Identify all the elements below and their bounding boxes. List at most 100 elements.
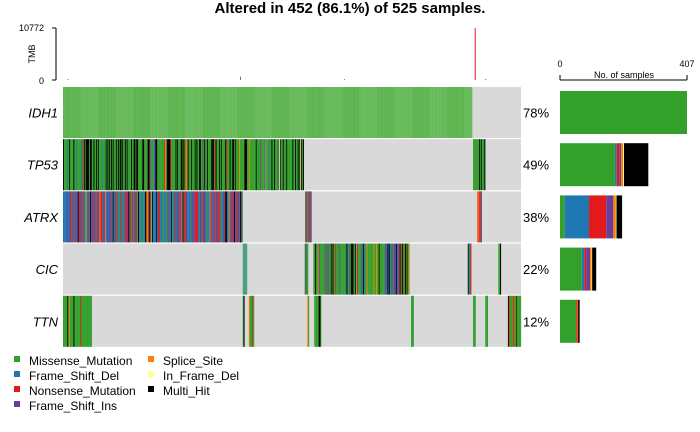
cell-idh1	[198, 87, 200, 138]
cell-idh1	[278, 87, 280, 138]
cell-idh1	[165, 87, 167, 138]
bar-segment-tp53	[614, 143, 617, 187]
cell-ttn	[74, 295, 76, 347]
cell-idh1	[247, 87, 249, 138]
cell-tp53	[117, 139, 119, 191]
cell-idh1	[109, 87, 111, 138]
cell-tp53	[302, 139, 304, 191]
cell-tp53	[151, 139, 153, 191]
cell-cic	[316, 243, 318, 295]
cell-idh1	[97, 87, 99, 138]
cell-idh1	[283, 87, 285, 138]
cell-idh1	[108, 87, 110, 138]
cell-atrx	[309, 191, 311, 243]
cell-cic	[393, 243, 395, 295]
cell-tp53	[237, 139, 239, 191]
cell-idh1	[250, 87, 252, 138]
cell-idh1	[458, 87, 460, 138]
cell-idh1	[118, 87, 120, 138]
cell-ttn	[86, 295, 88, 347]
cell-tp53	[473, 139, 475, 191]
cell-idh1	[380, 87, 382, 138]
bar-segment-atrx	[613, 195, 616, 239]
cell-idh1	[231, 87, 233, 138]
cell-tp53	[476, 139, 478, 191]
cell-idh1	[192, 87, 194, 138]
cell-tp53	[188, 139, 190, 191]
cell-tp53	[194, 139, 196, 191]
cell-idh1	[326, 87, 328, 138]
cell-atrx	[308, 191, 310, 243]
cell-cic	[329, 243, 331, 295]
bar-segment-ttn	[560, 299, 577, 343]
cell-idh1	[192, 87, 195, 138]
cell-tp53	[83, 139, 85, 191]
cell-idh1	[102, 87, 104, 138]
cell-atrx	[75, 191, 77, 243]
cell-tp53	[88, 139, 90, 191]
cell-idh1	[75, 87, 77, 138]
cell-tp53	[256, 139, 258, 191]
cell-idh1	[193, 87, 195, 138]
legend-swatch	[14, 371, 20, 377]
bar-segment-tp53	[623, 143, 624, 187]
gene-label: TP53	[27, 158, 59, 173]
cell-idh1	[305, 87, 307, 138]
cell-idh1	[270, 87, 272, 138]
cell-idh1	[88, 87, 90, 138]
cell-idh1	[334, 87, 336, 138]
cell-idh1	[172, 87, 174, 138]
cell-idh1	[116, 87, 118, 138]
cell-idh1	[150, 87, 152, 138]
cell-atrx	[83, 191, 85, 243]
cell-tp53	[205, 139, 207, 191]
cell-idh1	[172, 87, 174, 138]
cell-tp53	[76, 139, 78, 191]
cell-atrx	[84, 191, 86, 243]
cell-ttn	[319, 295, 321, 347]
cell-idh1	[438, 87, 440, 138]
cell-idh1	[330, 87, 332, 138]
cell-atrx	[170, 191, 172, 243]
cell-cic	[246, 243, 248, 295]
cell-atrx	[186, 191, 188, 243]
cell-idh1	[456, 87, 458, 138]
cell-idh1	[280, 87, 282, 138]
cell-atrx	[310, 191, 312, 243]
cell-idh1	[311, 87, 313, 138]
cell-ttn	[512, 295, 514, 347]
cell-idh1	[446, 87, 448, 138]
cell-idh1	[141, 87, 143, 138]
cell-idh1	[131, 87, 133, 138]
cell-cic	[357, 243, 359, 295]
cell-tp53	[97, 139, 99, 191]
cell-idh1	[143, 87, 145, 138]
cell-atrx	[177, 191, 179, 243]
cell-tp53	[177, 139, 179, 191]
cell-tp53	[243, 139, 245, 191]
cell-cic	[322, 243, 324, 295]
cell-cic	[358, 243, 360, 295]
cell-ttn	[307, 295, 309, 347]
cell-idh1	[312, 87, 314, 138]
cell-idh1	[315, 87, 317, 138]
cell-idh1	[189, 87, 191, 138]
cell-ttn	[76, 295, 78, 347]
cell-idh1	[329, 87, 331, 138]
cell-atrx	[140, 191, 142, 243]
cell-tp53	[64, 139, 66, 191]
cell-idh1	[69, 87, 72, 138]
legend: Missense_Mutation Splice_Site Frame_Shift_…	[14, 354, 239, 413]
cell-atrx	[101, 191, 103, 243]
cell-idh1	[156, 87, 158, 138]
cell-ttn	[85, 295, 87, 347]
cell-idh1	[199, 87, 201, 138]
cell-tp53	[124, 139, 126, 191]
cell-idh1	[226, 87, 228, 138]
cell-tp53	[280, 139, 282, 191]
cell-idh1	[302, 87, 304, 138]
cell-atrx	[151, 191, 153, 243]
cell-tp53	[112, 139, 114, 191]
cell-cic	[336, 243, 338, 295]
cell-idh1	[445, 87, 447, 138]
